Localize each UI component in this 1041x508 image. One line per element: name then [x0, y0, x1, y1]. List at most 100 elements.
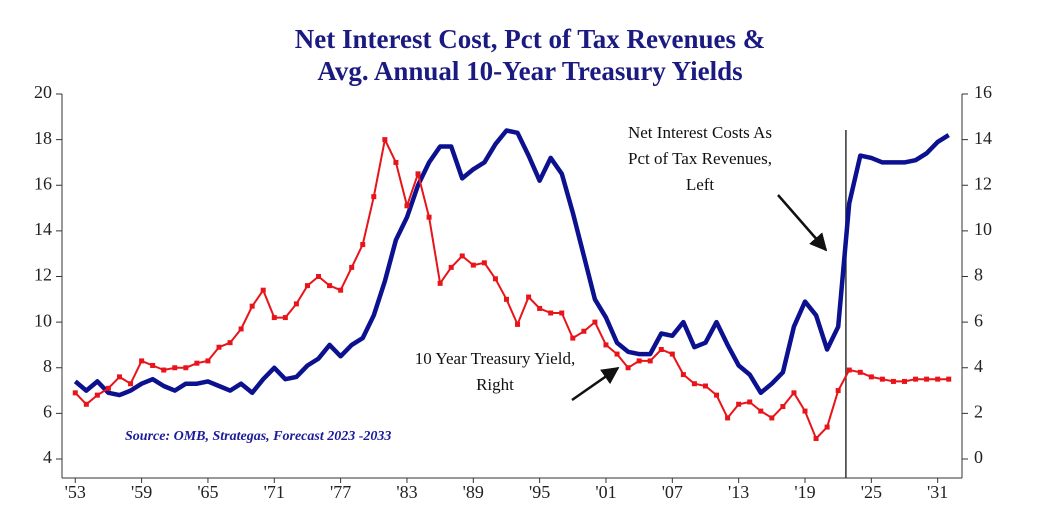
point-marker: [360, 242, 366, 248]
x-tick-label: '83: [396, 482, 417, 502]
point-marker: [868, 374, 874, 380]
y2-tick-label: 16: [974, 82, 992, 102]
source: Source: OMB, Strategas, Forecast 2023 -2…: [125, 429, 391, 444]
point-marker: [780, 404, 786, 410]
annotation: Left: [686, 175, 715, 194]
point-marker: [913, 376, 919, 382]
point-marker: [537, 305, 543, 311]
y2-tick-label: 14: [974, 128, 992, 148]
point-marker: [714, 392, 720, 398]
y-tick-label: 14: [34, 219, 52, 239]
point-marker: [282, 315, 288, 321]
y2-tick-label: 8: [974, 265, 983, 285]
x-tick-label: '71: [264, 482, 285, 502]
point-marker: [736, 401, 742, 407]
point-marker: [902, 378, 908, 384]
point-marker: [349, 264, 355, 270]
point-marker: [548, 310, 554, 316]
point-marker: [614, 351, 620, 357]
point-marker: [935, 376, 941, 382]
y2-tick-label: 12: [974, 173, 992, 193]
point-marker: [658, 347, 664, 352]
point-marker: [382, 137, 388, 143]
point-marker: [216, 344, 222, 350]
x-tick-label: '65: [197, 482, 218, 502]
point-marker: [194, 360, 200, 366]
chart-title: Net Interest Cost, Pct of Tax Revenues &: [295, 24, 765, 54]
point-marker: [570, 335, 576, 341]
point-marker: [747, 399, 753, 405]
y-tick-label: 8: [43, 356, 52, 376]
x-tick-label: '13: [728, 482, 749, 502]
x-tick-label: '25: [861, 482, 882, 502]
point-marker: [680, 372, 686, 378]
point-marker: [470, 262, 476, 268]
point-marker: [846, 367, 852, 373]
point-marker: [625, 365, 631, 371]
arrow: [571, 366, 620, 402]
point-marker: [293, 301, 299, 307]
point-marker: [338, 287, 344, 293]
point-marker: [791, 390, 797, 396]
x-tick-label: '01: [595, 482, 616, 502]
point-marker: [946, 376, 952, 382]
point-marker: [316, 274, 322, 279]
point-marker: [249, 303, 255, 309]
point-marker: [515, 321, 521, 327]
point-marker: [581, 328, 587, 334]
arrow: [777, 194, 828, 252]
point-marker: [448, 264, 454, 270]
point-marker: [404, 203, 410, 209]
point-marker: [393, 159, 399, 165]
y2-tick-label: 10: [974, 219, 992, 239]
point-marker: [890, 378, 896, 384]
point-marker: [150, 362, 156, 368]
y-tick-label: 20: [34, 82, 52, 102]
point-marker: [592, 319, 598, 325]
point-marker: [116, 374, 122, 380]
point-marker: [327, 283, 333, 289]
y-tick-label: 12: [34, 265, 52, 285]
y2-tick-label: 6: [974, 310, 983, 330]
point-marker: [492, 276, 498, 282]
x-tick-label: '77: [330, 482, 351, 502]
point-marker: [559, 310, 565, 316]
point-marker: [725, 415, 731, 421]
point-marker: [702, 383, 708, 389]
point-marker: [94, 392, 100, 398]
chart-title: Avg. Annual 10-Year Treasury Yields: [317, 56, 742, 86]
point-marker: [437, 280, 443, 286]
x-tick-label: '95: [529, 482, 550, 502]
point-marker: [83, 401, 89, 407]
point-marker: [526, 294, 532, 300]
point-marker: [758, 408, 764, 414]
point-marker: [161, 367, 167, 373]
point-marker: [924, 376, 930, 382]
x-tick-label: '59: [131, 482, 152, 502]
point-marker: [72, 390, 78, 396]
point-marker: [636, 358, 642, 364]
point-marker: [669, 351, 675, 357]
point-marker: [172, 365, 178, 371]
point-marker: [802, 408, 808, 414]
point-marker: [304, 283, 310, 289]
x-tick-label: '89: [463, 482, 484, 502]
point-marker: [227, 340, 233, 346]
y2-tick-label: 4: [974, 356, 983, 376]
point-marker: [459, 253, 465, 259]
point-marker: [481, 260, 487, 266]
point-marker: [879, 376, 885, 382]
point-marker: [260, 287, 266, 293]
point-marker: [105, 385, 111, 391]
y2-tick-label: 2: [974, 402, 983, 422]
annotation: Pct of Tax Revenues,: [628, 149, 772, 168]
point-marker: [238, 326, 244, 332]
point-marker: [415, 171, 421, 177]
point-marker: [426, 214, 432, 220]
y2-tick-label: 0: [974, 447, 983, 467]
point-marker: [503, 296, 509, 302]
x-tick-label: '19: [794, 482, 815, 502]
y-tick-label: 18: [34, 128, 52, 148]
point-marker: [824, 424, 830, 430]
